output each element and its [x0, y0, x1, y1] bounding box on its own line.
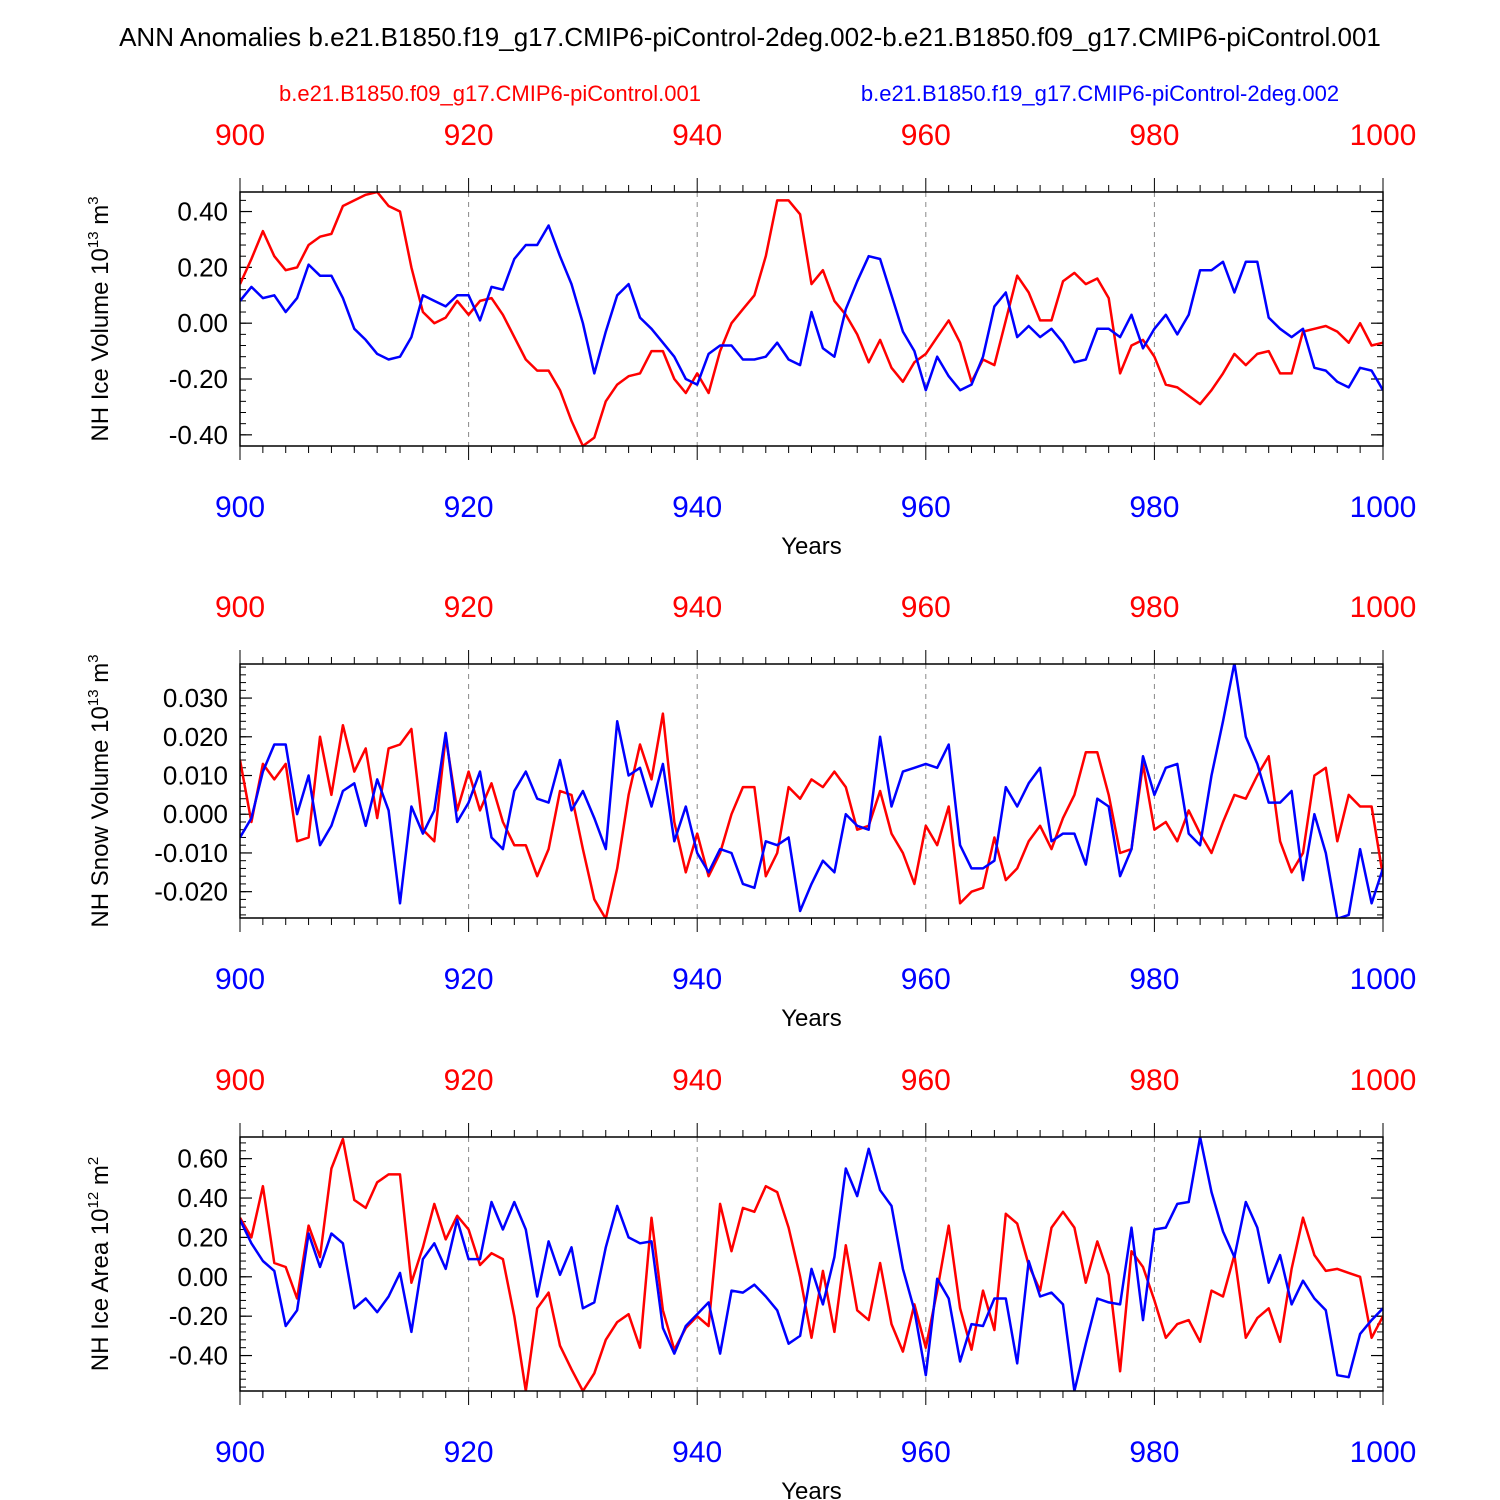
y-tick-label: -0.020: [154, 877, 228, 907]
y-tick-label: -0.20: [169, 364, 228, 394]
y-tick-label: 0.030: [163, 683, 228, 713]
series-line-red: [240, 192, 1383, 446]
y-tick-label: 0.40: [177, 197, 228, 227]
chart-panel-3: -0.40 -0.20 0.00 0.20 0.40 0.60 900 900 920 920 94…: [85, 1064, 1416, 1500]
x-tick-label-top: 1000: [1350, 591, 1417, 624]
plot-frame: [239, 663, 1384, 919]
y-tick-label: -0.40: [169, 420, 228, 450]
x-tick-label-bottom: 940: [672, 1436, 722, 1469]
x-tick-label-top: 960: [901, 591, 951, 624]
x-tick-label-top: 920: [444, 591, 494, 624]
x-tick-label-top: 900: [215, 119, 265, 152]
x-tick-label-bottom: 960: [901, 1436, 951, 1469]
x-tick-label-top: 940: [672, 591, 722, 624]
x-tick-label-bottom: 960: [901, 963, 951, 996]
series-line-blue: [240, 1137, 1383, 1391]
x-tick-label-top: 1000: [1350, 119, 1417, 152]
x-axis-label: Years: [781, 533, 842, 560]
y-tick-label: -0.20: [169, 1301, 228, 1331]
x-tick-label-bottom: 980: [1129, 491, 1179, 524]
figure-title: ANN Anomalies b.e21.B1850.f19_g17.CMIP6-…: [119, 22, 1381, 52]
x-axis-label: Years: [781, 1005, 842, 1032]
x-tick-label-bottom: 940: [672, 963, 722, 996]
plot-frame: [239, 1136, 1384, 1392]
x-tick-label-top: 980: [1129, 1064, 1179, 1097]
x-tick-label-bottom: 980: [1129, 963, 1179, 996]
series-line-blue: [240, 224, 1383, 392]
y-tick-label: -0.40: [169, 1341, 228, 1371]
x-tick-label-top: 960: [901, 1064, 951, 1097]
y-tick-label: 0.60: [177, 1144, 228, 1174]
series-line-blue: [240, 664, 1383, 918]
x-tick-label-bottom: 1000: [1350, 491, 1417, 524]
panels: -0.40 -0.20 0.00 0.20 0.40 900 900 920 920 940 940…: [85, 119, 1416, 1500]
x-tick-label-top: 980: [1129, 591, 1179, 624]
x-tick-label-bottom: 960: [901, 491, 951, 524]
y-axis-label: NH Snow Volume 1013 m3: [85, 654, 114, 927]
y-tick-label: 0.20: [177, 252, 228, 282]
x-tick-label-top: 900: [215, 1064, 265, 1097]
x-tick-label-bottom: 900: [215, 963, 265, 996]
x-tick-label-bottom: 940: [672, 491, 722, 524]
y-tick-label: 0.020: [163, 722, 228, 752]
series-line-red: [240, 1137, 1383, 1391]
x-tick-label-top: 900: [215, 591, 265, 624]
x-tick-label-top: 920: [444, 119, 494, 152]
y-tick-label: 0.00: [177, 1262, 228, 1292]
x-tick-label-bottom: 920: [444, 963, 494, 996]
x-tick-label-bottom: 900: [215, 1436, 265, 1469]
x-tick-label-top: 1000: [1350, 1064, 1417, 1097]
legend-red-label: b.e21.B1850.f09_g17.CMIP6-piControl.001: [279, 81, 701, 106]
x-tick-label-bottom: 900: [215, 491, 265, 524]
y-axis-label: NH Ice Area 1012 m2: [85, 1157, 114, 1371]
x-tick-label-bottom: 1000: [1350, 963, 1417, 996]
x-axis-label: Years: [781, 1478, 842, 1500]
y-axis-label: NH Ice Volume 1013 m3: [85, 196, 114, 441]
x-tick-label-top: 920: [444, 1064, 494, 1097]
x-tick-label-bottom: 920: [444, 491, 494, 524]
x-tick-label-top: 940: [672, 119, 722, 152]
y-tick-label: 0.00: [177, 308, 228, 338]
chart-panel-2: -0.020 -0.010 0.000 0.010 0.020 0.030 900 900 92…: [85, 591, 1416, 1032]
plot-frame: [239, 191, 1384, 447]
y-tick-label: -0.010: [154, 838, 228, 868]
y-tick-label: 0.000: [163, 799, 228, 829]
x-tick-label-bottom: 920: [444, 1436, 494, 1469]
x-tick-label-top: 960: [901, 119, 951, 152]
x-tick-label-bottom: 1000: [1350, 1436, 1417, 1469]
chart-panel-1: -0.40 -0.20 0.00 0.20 0.40 900 900 920 920 940 940…: [85, 119, 1416, 560]
y-tick-label: 0.010: [163, 761, 228, 791]
x-tick-label-bottom: 980: [1129, 1436, 1179, 1469]
x-tick-label-top: 980: [1129, 119, 1179, 152]
y-tick-label: 0.40: [177, 1183, 228, 1213]
x-tick-label-top: 940: [672, 1064, 722, 1097]
y-tick-label: 0.20: [177, 1222, 228, 1252]
legend-blue-label: b.e21.B1850.f19_g17.CMIP6-piControl-2deg…: [861, 81, 1339, 106]
series-line-red: [240, 712, 1383, 918]
